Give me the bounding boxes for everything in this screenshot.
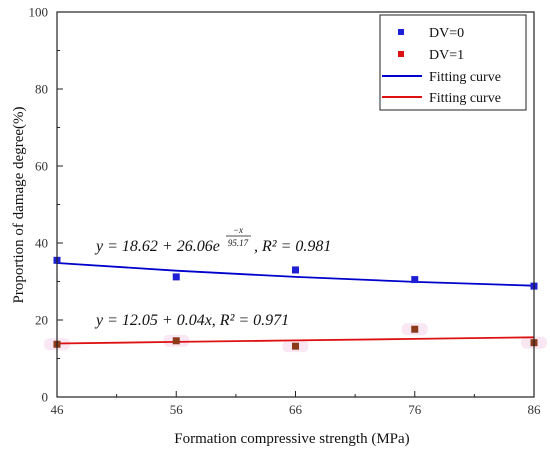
equation-1-exp-num: −x [233, 225, 243, 235]
y-axis-title: Proportion of damage degree(%) [11, 106, 27, 303]
x-tick-label: 46 [51, 402, 65, 417]
equation-1-suffix: , R² = 0.981 [254, 238, 331, 255]
y-tick-label: 40 [35, 236, 48, 251]
legend-label-dv1: DV=1 [429, 48, 464, 63]
y-tick-label: 60 [35, 159, 48, 174]
data-point-dv0 [411, 276, 419, 284]
data-point-dv1 [411, 325, 419, 333]
legend: DV=0 DV=1 Fitting curve Fitting curve [379, 14, 527, 111]
x-tick-label: 86 [528, 402, 542, 417]
equation-1-prefix: y = 18.62 + 26.06e [94, 238, 220, 255]
fit-line-1 [56, 262, 535, 287]
y-tick-label: 20 [35, 313, 48, 328]
equation-1-exp-den: 95.17 [228, 238, 249, 248]
y-tick-label: 80 [35, 82, 48, 97]
legend-label-dv0: DV=0 [429, 26, 464, 41]
fit-line-2 [56, 336, 535, 345]
equation-1: y = 18.62 + 26.06e −x 95.17 , R² = 0.981 [94, 225, 331, 255]
legend-label-fit-blue: Fitting curve [429, 70, 501, 85]
x-tick-label: 76 [408, 402, 422, 417]
y-tick-label: 100 [29, 5, 49, 20]
data-point-dv0 [292, 266, 299, 274]
x-tick-label: 66 [289, 402, 303, 417]
data-point-dv1 [172, 337, 180, 345]
data-point-dv0 [172, 273, 180, 281]
y-tick-label: 0 [42, 390, 49, 405]
data-point-dv1 [292, 342, 299, 350]
legend-marker-dv0 [398, 29, 404, 35]
x-tick-label: 56 [170, 402, 184, 417]
equation-2: y = 12.05 + 0.04x, R² = 0.971 [94, 312, 289, 329]
legend-marker-dv1 [398, 51, 404, 57]
x-axis-title: Formation compressive strength (MPa) [174, 431, 409, 447]
legend-label-fit-red: Fitting curve [429, 91, 501, 106]
legend-box [379, 14, 527, 111]
